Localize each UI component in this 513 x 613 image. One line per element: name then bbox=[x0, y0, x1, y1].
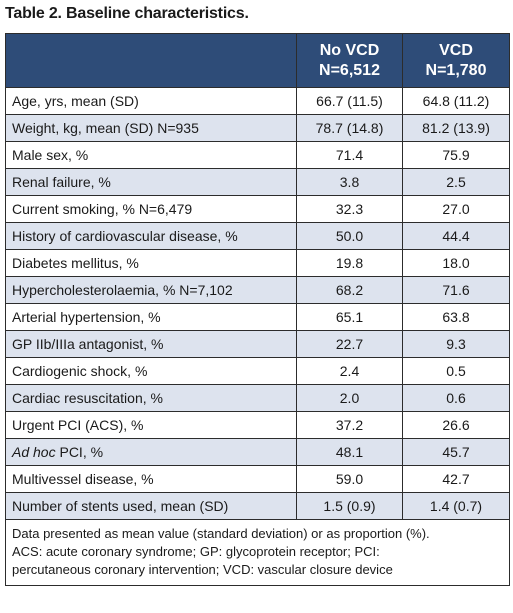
row-label-text: PCI, % bbox=[55, 444, 104, 460]
table-footnote: Data presented as mean value (standard d… bbox=[5, 519, 510, 586]
cell-no-vcd: 78.7 (14.8) bbox=[296, 114, 403, 142]
row-label-italic: Ad hoc bbox=[12, 444, 56, 460]
footnote-line-2: ACS: acute coronary syndrome; GP: glycop… bbox=[12, 544, 380, 559]
table-row: Renal failure, % 3.8 2.5 bbox=[5, 168, 510, 196]
cell-vcd: 18.0 bbox=[402, 249, 510, 277]
row-label-text: Age, yrs, mean (SD) bbox=[12, 93, 139, 109]
row-label: History of cardiovascular disease, % bbox=[5, 222, 297, 250]
table-row: Arterial hypertension, % 65.1 63.8 bbox=[5, 303, 510, 331]
cell-vcd: 45.7 bbox=[402, 438, 510, 466]
row-label-text: Number of stents used, mean (SD) bbox=[12, 498, 229, 514]
cell-no-vcd: 50.0 bbox=[296, 222, 403, 250]
row-label-text: Diabetes mellitus, % bbox=[12, 255, 139, 271]
cell-no-vcd: 22.7 bbox=[296, 330, 403, 358]
cell-no-vcd: 65.1 bbox=[296, 303, 403, 331]
cell-vcd: 0.5 bbox=[402, 357, 510, 385]
footnote-line-3: percutaneous coronary intervention; VCD:… bbox=[12, 562, 393, 577]
cell-vcd: 27.0 bbox=[402, 195, 510, 223]
row-label-text: Current smoking, % N=6,479 bbox=[12, 201, 193, 217]
row-label-text: Hypercholesterolaemia, % N=7,102 bbox=[12, 282, 233, 298]
row-label-text: Renal failure, % bbox=[12, 174, 111, 190]
row-label-text: Weight, kg, mean (SD) N=935 bbox=[12, 120, 199, 136]
cell-vcd: 0.6 bbox=[402, 384, 510, 412]
row-label: Cardiogenic shock, % bbox=[5, 357, 297, 385]
table-row: Multivessel disease, % 59.0 42.7 bbox=[5, 465, 510, 493]
cell-no-vcd: 59.0 bbox=[296, 465, 403, 493]
row-label-text: Cardiogenic shock, % bbox=[12, 363, 148, 379]
cell-no-vcd: 48.1 bbox=[296, 438, 403, 466]
cell-vcd: 9.3 bbox=[402, 330, 510, 358]
row-label-text: Male sex, % bbox=[12, 147, 89, 163]
row-label-text: GP IIb/IIIa antagonist, % bbox=[12, 336, 164, 352]
cell-no-vcd: 66.7 (11.5) bbox=[296, 87, 403, 115]
table-header-row: No VCD N=6,512 VCD N=1,780 bbox=[5, 33, 510, 88]
row-label: Number of stents used, mean (SD) bbox=[5, 492, 297, 520]
row-label: Cardiac resuscitation, % bbox=[5, 384, 297, 412]
table-row: Cardiogenic shock, % 2.4 0.5 bbox=[5, 357, 510, 385]
row-label: Renal failure, % bbox=[5, 168, 297, 196]
row-label: Multivessel disease, % bbox=[5, 465, 297, 493]
baseline-characteristics-table: No VCD N=6,512 VCD N=1,780 Age, yrs, mea… bbox=[5, 33, 510, 586]
table-row: GP IIb/IIIa antagonist, % 22.7 9.3 bbox=[5, 330, 510, 358]
header-vcd-title: VCD bbox=[439, 41, 473, 59]
cell-vcd: 75.9 bbox=[402, 141, 510, 169]
row-label-text: Urgent PCI (ACS), % bbox=[12, 417, 144, 433]
header-vcd: VCD N=1,780 bbox=[402, 33, 510, 88]
table-row: Hypercholesterolaemia, % N=7,102 68.2 71.6 bbox=[5, 276, 510, 304]
cell-vcd: 81.2 (13.9) bbox=[402, 114, 510, 142]
row-label: Male sex, % bbox=[5, 141, 297, 169]
row-label: Arterial hypertension, % bbox=[5, 303, 297, 331]
row-label-text: Multivessel disease, % bbox=[12, 471, 154, 487]
cell-no-vcd: 32.3 bbox=[296, 195, 403, 223]
row-label: GP IIb/IIIa antagonist, % bbox=[5, 330, 297, 358]
cell-no-vcd: 37.2 bbox=[296, 411, 403, 439]
row-label: Diabetes mellitus, % bbox=[5, 249, 297, 277]
header-vcd-count: N=1,780 bbox=[425, 61, 487, 79]
row-label: Urgent PCI (ACS), % bbox=[5, 411, 297, 439]
row-label-text: Arterial hypertension, % bbox=[12, 309, 161, 325]
row-label: Weight, kg, mean (SD) N=935 bbox=[5, 114, 297, 142]
cell-no-vcd: 2.0 bbox=[296, 384, 403, 412]
table-row: Ad hoc PCI, % 48.1 45.7 bbox=[5, 438, 510, 466]
cell-no-vcd: 68.2 bbox=[296, 276, 403, 304]
table-caption: Table 2. Baseline characteristics. bbox=[5, 5, 249, 22]
cell-vcd: 2.5 bbox=[402, 168, 510, 196]
cell-vcd: 1.4 (0.7) bbox=[402, 492, 510, 520]
header-no-vcd-count: N=6,512 bbox=[319, 61, 380, 79]
cell-vcd: 42.7 bbox=[402, 465, 510, 493]
table-row: Cardiac resuscitation, % 2.0 0.6 bbox=[5, 384, 510, 412]
footnote-line-1: Data presented as mean value (standard d… bbox=[12, 526, 430, 541]
cell-vcd: 71.6 bbox=[402, 276, 510, 304]
cell-no-vcd: 2.4 bbox=[296, 357, 403, 385]
row-label-text: History of cardiovascular disease, % bbox=[12, 228, 238, 244]
cell-no-vcd: 3.8 bbox=[296, 168, 403, 196]
table-row: History of cardiovascular disease, % 50.0… bbox=[5, 222, 510, 250]
row-label: Ad hoc PCI, % bbox=[5, 438, 297, 466]
table-row: Diabetes mellitus, % 19.8 18.0 bbox=[5, 249, 510, 277]
table-row: Number of stents used, mean (SD) 1.5 (0.9… bbox=[5, 492, 510, 520]
table-row: Current smoking, % N=6,479 32.3 27.0 bbox=[5, 195, 510, 223]
footnote-row: Data presented as mean value (standard d… bbox=[5, 519, 510, 586]
cell-vcd: 64.8 (11.2) bbox=[402, 87, 510, 115]
row-label-text: Cardiac resuscitation, % bbox=[12, 390, 163, 406]
cell-no-vcd: 1.5 (0.9) bbox=[296, 492, 403, 520]
row-label: Current smoking, % N=6,479 bbox=[5, 195, 297, 223]
table-row: Weight, kg, mean (SD) N=935 78.7 (14.8) 81… bbox=[5, 114, 510, 142]
header-no-vcd-title: No VCD bbox=[319, 41, 380, 59]
row-label: Hypercholesterolaemia, % N=7,102 bbox=[5, 276, 297, 304]
cell-no-vcd: 71.4 bbox=[296, 141, 403, 169]
header-no-vcd: No VCD N=6,512 bbox=[296, 33, 403, 88]
cell-vcd: 44.4 bbox=[402, 222, 510, 250]
row-label: Age, yrs, mean (SD) bbox=[5, 87, 297, 115]
table-row: Male sex, % 71.4 75.9 bbox=[5, 141, 510, 169]
cell-no-vcd: 19.8 bbox=[296, 249, 403, 277]
table-row: Age, yrs, mean (SD) 66.7 (11.5) 64.8 (11.2… bbox=[5, 87, 510, 115]
cell-vcd: 26.6 bbox=[402, 411, 510, 439]
table-row: Urgent PCI (ACS), % 37.2 26.6 bbox=[5, 411, 510, 439]
cell-vcd: 63.8 bbox=[402, 303, 510, 331]
header-blank-cell bbox=[5, 33, 297, 88]
